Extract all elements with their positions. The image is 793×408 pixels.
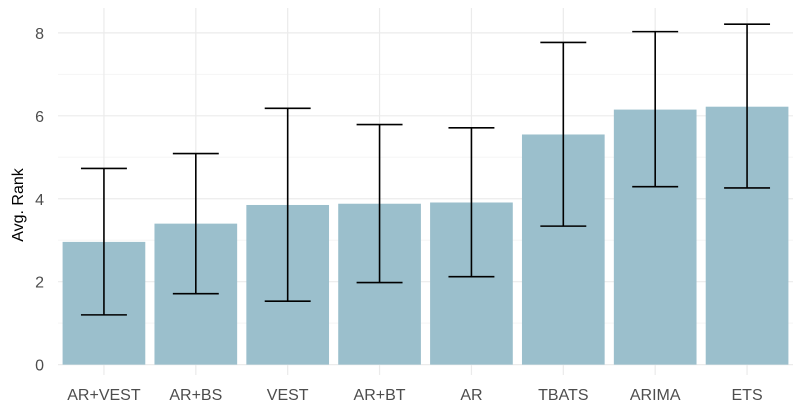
y-axis-title: Avg. Rank — [10, 167, 27, 242]
x-tick-label: ARIMA — [630, 387, 681, 404]
y-tick-label: 8 — [35, 26, 44, 43]
y-tick-label: 4 — [35, 192, 44, 209]
y-tick-label: 6 — [35, 109, 44, 126]
y-tick-label: 0 — [35, 358, 44, 375]
error-bars — [80, 23, 771, 316]
y-tick-labels: 0 2 4 6 8 — [35, 26, 44, 375]
x-tick-label: VEST — [267, 387, 309, 404]
x-tick-label: TBATS — [538, 387, 588, 404]
x-tick-label: AR+VEST — [67, 387, 141, 404]
x-tick-label: AR+BS — [169, 387, 222, 404]
x-tick-label: AR+BT — [354, 387, 406, 404]
y-tick-label: 2 — [35, 275, 44, 292]
bars — [62, 106, 789, 365]
x-tick-label: ETS — [732, 387, 763, 404]
x-tick-label: AR — [460, 387, 482, 404]
x-tick-labels: AR+VEST AR+BS VEST AR+BT AR TBATS ARIMA ETS — [67, 387, 762, 404]
